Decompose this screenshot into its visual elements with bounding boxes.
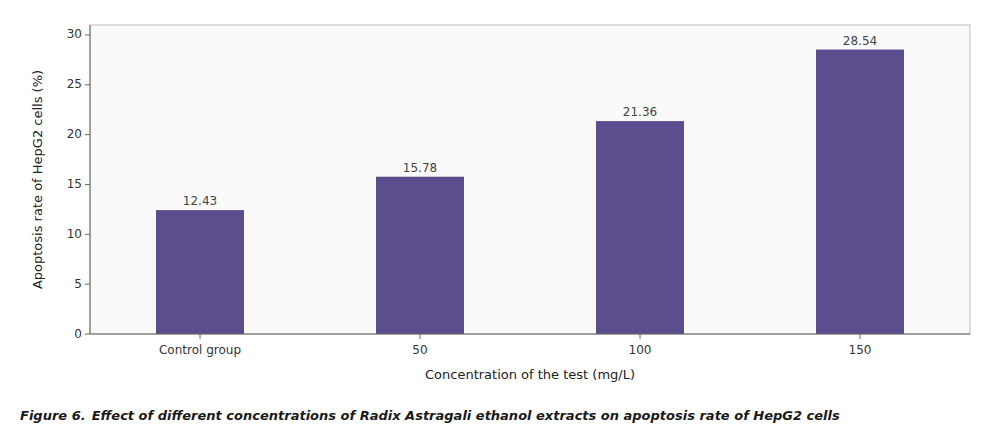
chart-svg: 0 5 10 15 20 25 30 12.43 15.78 21.36 28.54 Control … [0,0,1000,434]
x-tick [860,334,861,339]
caption-text: Effect of different concentrations of Ra… [92,408,840,423]
x-tick [200,334,201,339]
bar [816,50,904,334]
x-tick-label: 150 [849,343,872,357]
y-tick-label: 20 [67,127,82,141]
y-tick [85,184,90,185]
data-label: 21.36 [623,105,657,119]
bar [156,210,244,334]
y-tick [85,134,90,135]
data-label: 15.78 [403,161,437,175]
y-tick [85,234,90,235]
bar [376,177,464,334]
y-tick-label: 15 [67,177,82,191]
bar [596,121,684,334]
x-tick-label: 50 [412,343,427,357]
x-axis: Control group 50 100 150 [159,334,871,357]
y-tick [85,84,90,85]
x-tick-label: Control group [159,343,241,357]
chart-container: 0 5 10 15 20 25 30 12.43 15.78 21.36 28.54 Control … [0,0,1000,434]
y-axis-line [90,25,91,334]
y-axis-label: Apoptosis rate of HepG2 cells (%) [30,70,45,289]
page: {"chart_data": {"type": "bar", "title": … [0,0,1000,434]
y-tick [85,284,90,285]
y-axis: 0 5 10 15 20 25 30 [67,27,90,340]
bars [156,50,904,334]
y-tick-label: 0 [74,327,82,341]
caption-title: Figure 6. [20,408,86,423]
y-tick-label: 25 [67,77,82,91]
data-label: 28.54 [843,34,877,48]
x-axis-line [90,334,970,335]
x-tick [640,334,641,339]
x-tick-label: 100 [629,343,652,357]
y-tick-label: 10 [67,227,82,241]
caption: Figure 6. Effect of different concentrati… [20,408,840,423]
y-tick [85,34,90,35]
plot-frame [90,25,970,334]
data-label: 12.43 [183,194,217,208]
y-tick-label: 5 [74,277,82,291]
x-axis-label: Concentration of the test (mg/L) [425,367,635,382]
y-tick-label: 30 [67,27,82,41]
y-tick [85,334,90,335]
data-labels: 12.43 15.78 21.36 28.54 [183,34,877,209]
x-tick [420,334,421,339]
